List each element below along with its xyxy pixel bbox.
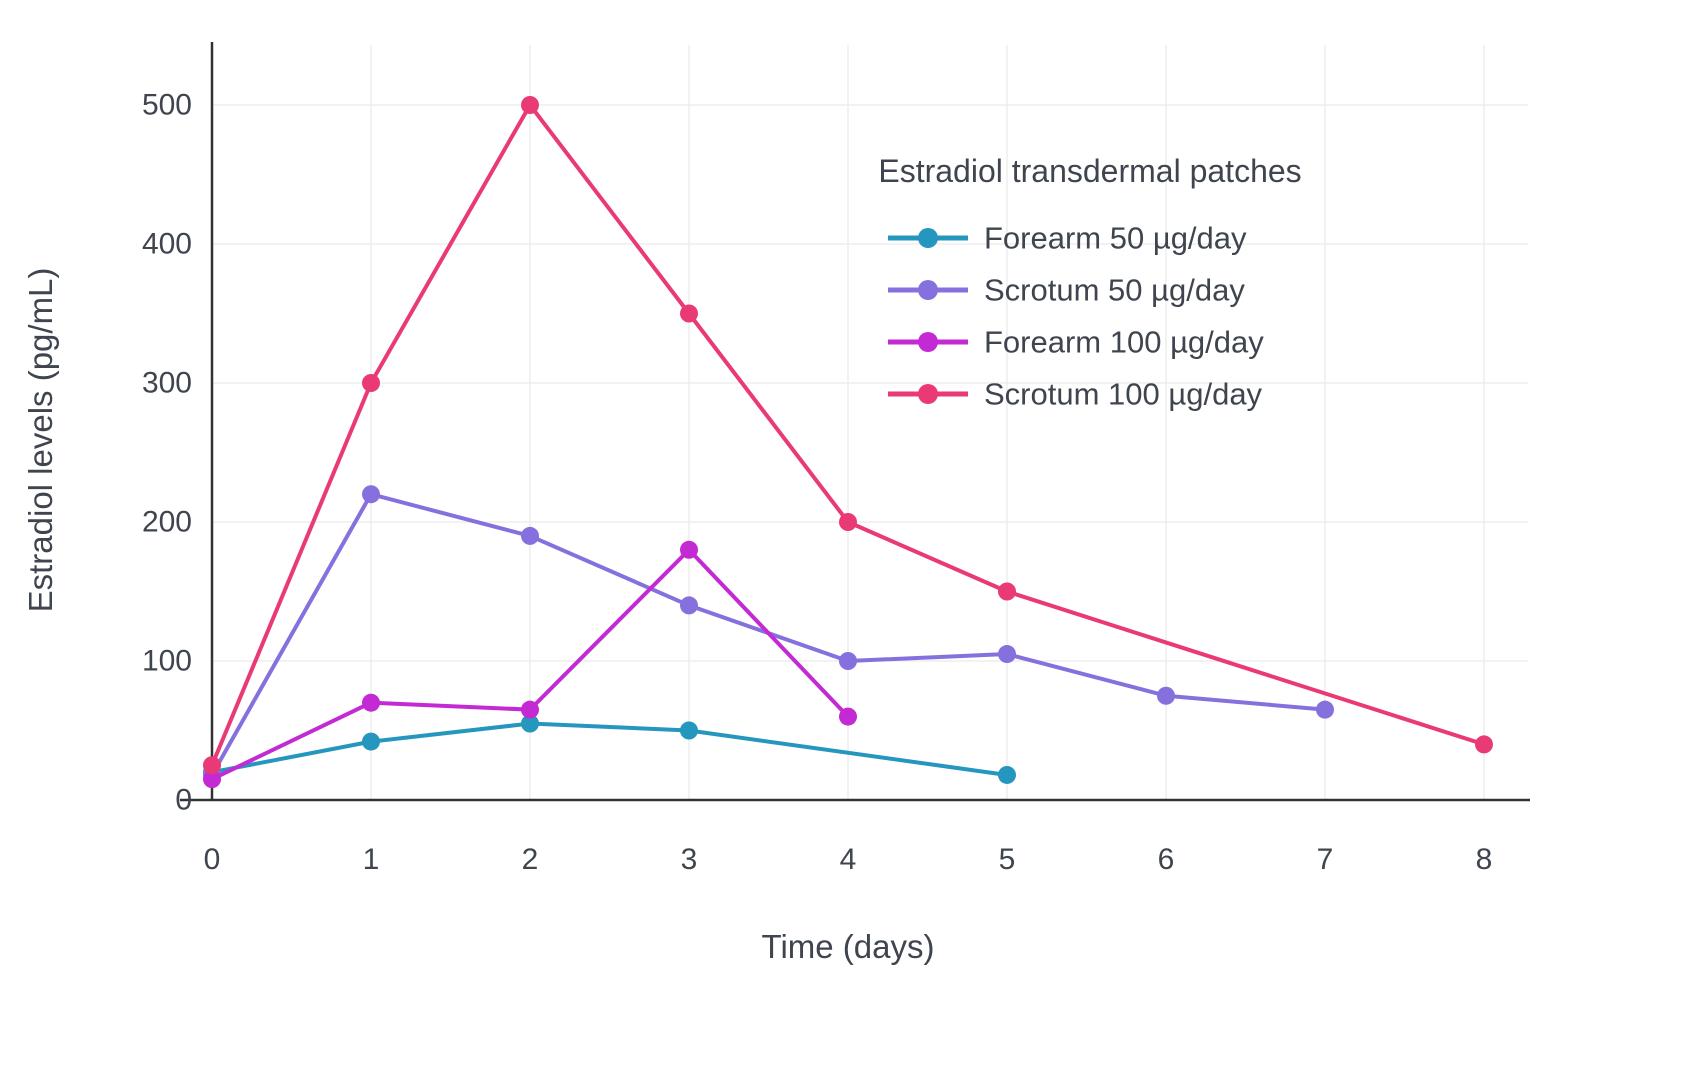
x-tick-label: 6 [1158,843,1175,876]
x-tick-label: 0 [204,843,221,876]
data-point-marker [680,721,698,740]
data-point-marker [1316,700,1334,719]
grid-layer [211,45,1528,801]
x-tick-label: 8 [1476,843,1493,876]
data-point-marker [998,765,1016,784]
data-point-marker [998,582,1016,601]
tick-labels-layer: 0 1 2 3 4 5 6 7 8 0 100 200 300 400 500 [142,89,1492,876]
legend-title: Estradiol transdermal patches [878,153,1301,189]
series-3 [203,540,857,789]
legend-swatch-marker [918,384,938,404]
data-point-marker [680,304,698,323]
data-point-marker [362,732,380,751]
legend-swatch-marker [918,332,938,352]
legend-item-label: Forearm 50 µg/day [984,221,1247,256]
x-tick-label: 3 [681,843,698,876]
y-tick-label: 200 [142,506,192,539]
data-point-marker [362,693,380,712]
y-axis-title: Estradiol levels (pg/mL) [22,268,59,613]
legend-items: Forearm 50 µg/day Scrotum 50 µg/day Forear… [888,221,1264,412]
x-tick-label: 7 [1317,843,1334,876]
legend-item[interactable]: Scrotum 100 µg/day [888,377,1263,412]
series-layer [203,96,1493,789]
data-point-marker [1157,686,1175,705]
data-point-marker [203,770,221,789]
y-tick-label: 100 [142,645,192,678]
series-4 [203,96,1493,775]
x-axis-title: Time (days) [762,928,935,965]
y-tick-label: 400 [142,228,192,261]
y-tick-label: 300 [142,367,192,400]
x-tick-label: 5 [999,843,1016,876]
data-point-marker [839,513,857,531]
axes-layer [180,42,1530,802]
legend-swatch-marker [918,228,938,248]
data-point-marker [203,756,221,775]
legend-item[interactable]: Forearm 100 µg/day [888,325,1264,360]
data-point-marker [521,700,539,719]
y-tick-label: 500 [142,89,192,122]
legend: Estradiol transdermal patches Forearm 50… [878,153,1301,412]
y-tick-label: 0 [175,784,192,817]
legend-item[interactable]: Forearm 50 µg/day [888,221,1247,256]
data-point-marker [521,96,539,114]
x-tick-label: 1 [363,843,380,876]
data-point-marker [521,714,539,733]
x-tick-label: 2 [522,843,539,876]
data-point-marker [1475,735,1493,754]
data-point-marker [362,485,380,504]
data-point-marker [362,374,380,392]
legend-swatch-marker [918,280,938,300]
data-point-marker [839,652,857,670]
data-point-marker [839,707,857,726]
data-point-marker [521,526,539,545]
legend-item[interactable]: Scrotum 50 µg/day [888,273,1245,308]
x-tick-label: 4 [840,843,857,876]
legend-item-label: Scrotum 50 µg/day [984,273,1245,308]
legend-item-label: Scrotum 100 µg/day [984,377,1263,412]
legend-item-label: Forearm 100 µg/day [984,325,1264,360]
data-point-marker [680,540,698,559]
series-line [210,721,1009,777]
data-point-marker [998,645,1016,664]
data-point-marker [680,596,698,615]
